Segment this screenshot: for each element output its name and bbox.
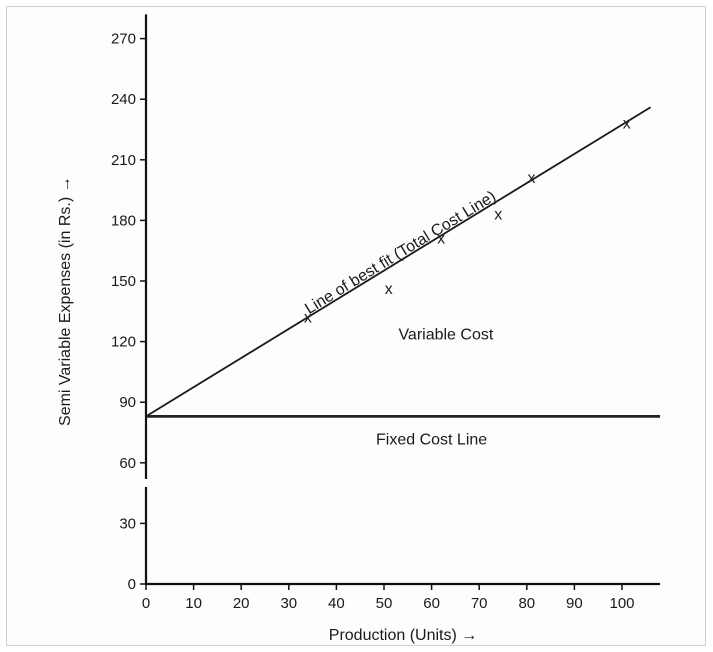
y-tick-label: 270	[111, 31, 136, 48]
x-tick-label: 70	[471, 595, 488, 612]
y-tick-label: 150	[111, 273, 136, 290]
y-tick-label: 0	[128, 576, 136, 593]
x-tick-label: 90	[566, 595, 583, 612]
data-point-marker: x	[385, 281, 393, 298]
y-tick-label: 120	[111, 334, 136, 351]
x-tick-label: 80	[518, 595, 535, 612]
series-layer: x x x x x x	[145, 106, 661, 418]
x-tick-label: 0	[142, 595, 150, 612]
data-point-marker: x	[304, 309, 312, 326]
chart-frame	[6, 6, 706, 646]
data-point-marker: x	[494, 206, 502, 223]
y-tick-label: 60	[119, 455, 136, 472]
y-tick-label: 90	[119, 394, 136, 411]
x-tick-label: 10	[185, 595, 202, 612]
x-tick-label: 100	[609, 595, 634, 612]
x-tick-label: 20	[233, 595, 250, 612]
y-tick-label: 30	[119, 515, 136, 532]
x-tick-label: 60	[423, 595, 440, 612]
y-axis-title: Semi Variable Expenses (in Rs.) →	[57, 176, 74, 426]
x-tick-label: 50	[376, 595, 393, 612]
y-tick-label: 180	[111, 212, 136, 229]
data-point-marker: x	[437, 231, 445, 248]
y-tick-label: 210	[111, 152, 136, 169]
axes-layer	[144, 14, 661, 586]
x-tick-label: 40	[328, 595, 345, 612]
fixed-cost-line-label: Fixed Cost Line	[376, 432, 487, 449]
x-axis-title: Production (Units) →	[329, 627, 478, 644]
x-tick-label: 30	[280, 595, 297, 612]
best-fit-line-label: Line of best fit (Total Cost Line)	[302, 188, 499, 318]
data-point-marker: x	[623, 115, 631, 132]
y-tick-label: 240	[111, 91, 136, 108]
data-point-marker: x	[528, 170, 536, 187]
ticks-layer: 0 10 20 30 40 50 60 70 80 90 100 0 30 60 90 120 150 180 21…	[111, 31, 635, 612]
variable-cost-label: Variable Cost	[398, 327, 493, 344]
total-cost-line	[145, 106, 652, 418]
